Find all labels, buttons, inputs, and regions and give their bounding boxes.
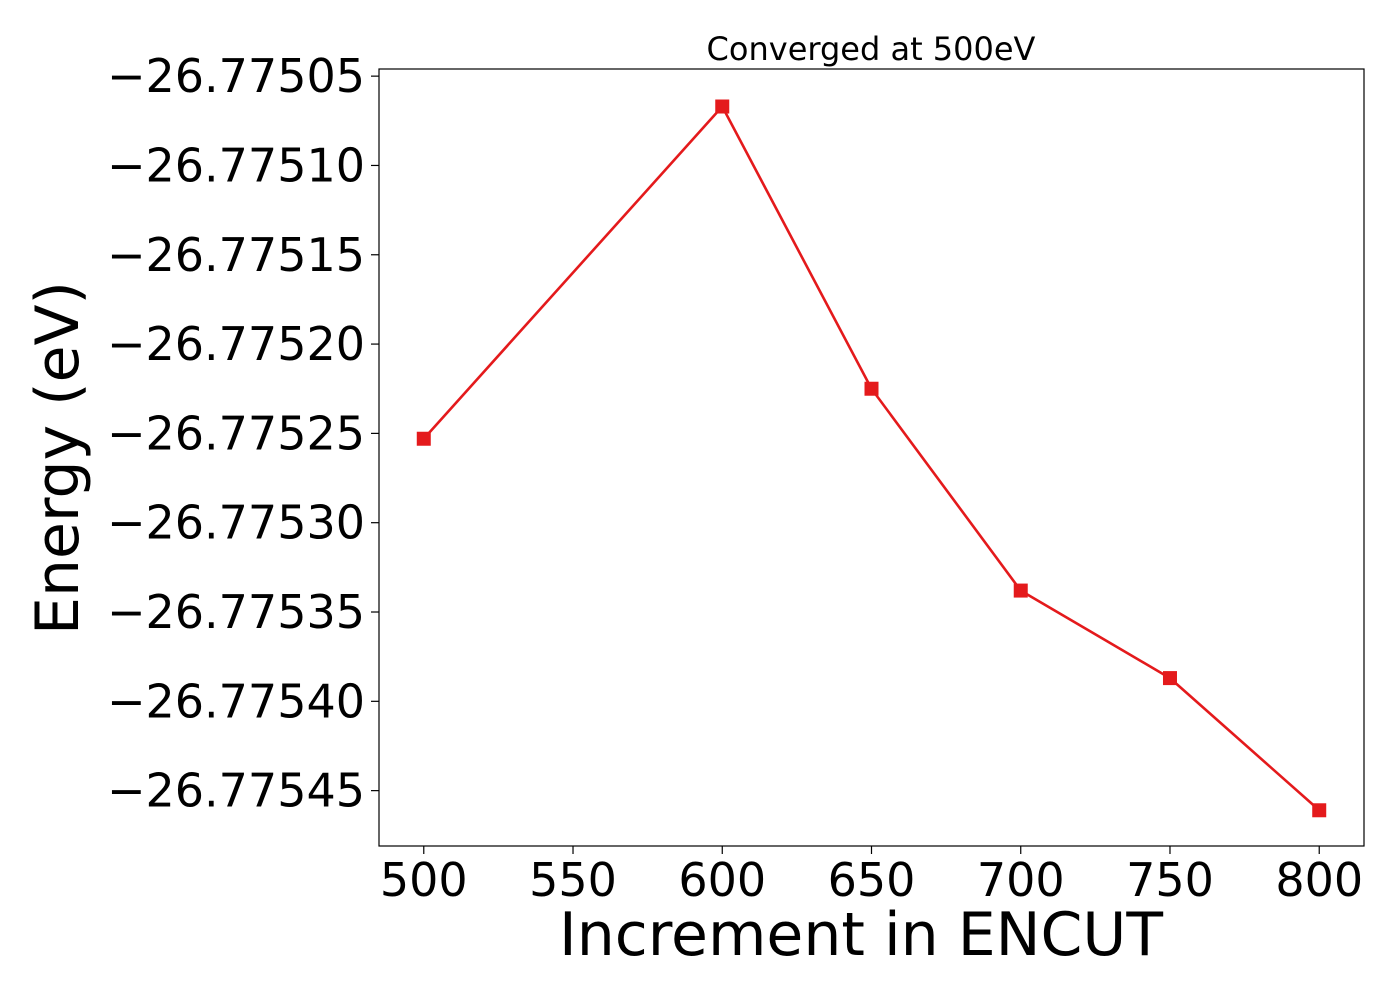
y-tick-label: −26.77530: [107, 496, 365, 550]
y-tick-label: −26.77545: [107, 764, 365, 818]
x-axis-ticks: 500 550 600 650 700 750 800: [380, 846, 1363, 907]
x-tick-label: 800: [1275, 853, 1363, 907]
x-axis-label: Increment in ENCUT: [559, 900, 1163, 970]
plot-frame: [378, 68, 1365, 847]
x-tick-label: 750: [1126, 853, 1214, 907]
data-point: [1013, 583, 1028, 598]
plot-area: [416, 99, 1327, 818]
x-tick-label: 550: [529, 853, 617, 907]
y-tick-label: −26.77515: [107, 228, 365, 282]
y-axis-ticks: −26.77505 −26.77510 −26.77515 −26.77520 −26.…: [107, 49, 379, 818]
y-tick-label: −26.77535: [107, 585, 365, 639]
x-tick-label: 600: [678, 853, 766, 907]
x-tick-label: 650: [828, 853, 916, 907]
chart-title: Converged at 500eV: [707, 30, 1036, 68]
x-tick-label: 500: [380, 853, 468, 907]
y-axis-label: Energy (eV): [23, 281, 93, 635]
data-point: [1312, 803, 1327, 818]
data-point: [1162, 671, 1177, 686]
y-tick-label: −26.77505: [107, 49, 365, 103]
data-point: [416, 431, 431, 446]
data-point: [715, 99, 730, 114]
x-tick-label: 700: [977, 853, 1065, 907]
y-tick-label: −26.77540: [107, 674, 365, 728]
series-line: [422, 105, 1321, 812]
y-tick-label: −26.77510: [107, 138, 365, 192]
data-point: [864, 381, 879, 396]
y-tick-label: −26.77520: [107, 317, 365, 371]
y-tick-label: −26.77525: [107, 406, 365, 460]
